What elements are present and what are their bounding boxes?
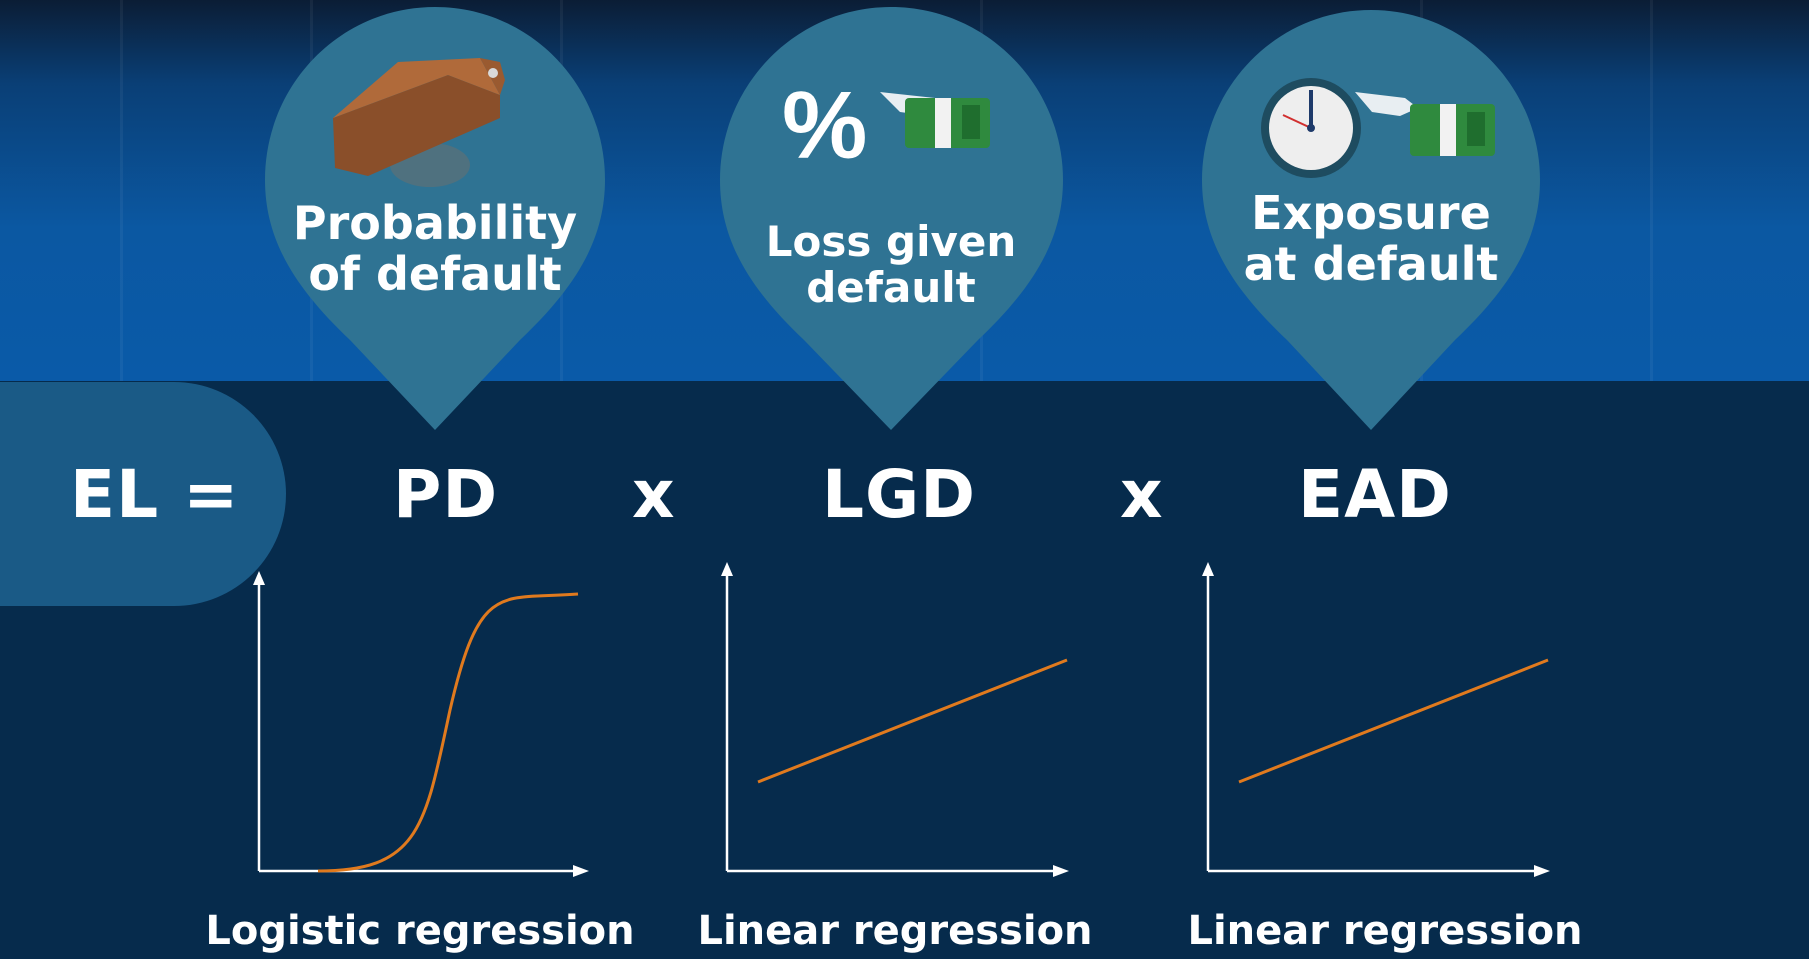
svg-text:%: % xyxy=(782,72,867,179)
pin-label-pd-line-1: Probability xyxy=(292,196,578,250)
term-ead: EAD xyxy=(1298,456,1452,533)
chart-ead-y-arrow xyxy=(1202,562,1214,576)
pin-label-ead-line-1: Exposure xyxy=(1251,186,1491,240)
chart-lgd-line xyxy=(757,658,1068,784)
el-pill xyxy=(0,382,286,606)
chart-lgd xyxy=(721,562,1069,877)
chart-pd-x-arrow xyxy=(573,865,589,877)
pin-label-lgd-line-1: Loss given xyxy=(765,217,1017,266)
term-pd: PD xyxy=(393,456,499,533)
chart-ead xyxy=(1202,562,1550,877)
method-label-pd: Logistic regression xyxy=(205,908,635,954)
chart-ead-x-arrow xyxy=(1534,865,1550,877)
chart-lgd-x-arrow xyxy=(1053,865,1069,877)
times-sign-2: x xyxy=(1120,456,1164,533)
wallet-icon xyxy=(333,58,505,187)
pin-label-ead-line-2: at default xyxy=(1243,236,1499,291)
equation-band xyxy=(0,381,1809,959)
pin-label-lgd: Loss given default xyxy=(741,217,1041,313)
method-label-ead: Linear regression xyxy=(1187,908,1583,954)
term-lgd: LGD xyxy=(822,456,977,533)
chart-lgd-y-arrow xyxy=(721,562,733,576)
method-label-lgd: Linear regression xyxy=(697,908,1093,954)
times-sign-1: x xyxy=(632,456,676,533)
chart-pd-y-arrow xyxy=(253,571,265,585)
chart-pd xyxy=(253,571,589,877)
chart-ead-line xyxy=(1238,658,1549,784)
chart-pd-curve xyxy=(317,592,579,873)
clock-money-icon xyxy=(1261,78,1495,178)
pin-label-pd: Probability of default xyxy=(285,198,585,299)
pin-label-ead: Exposure at default xyxy=(1221,188,1521,289)
pin-label-lgd-line-2: default xyxy=(806,263,976,313)
pin-label-pd-line-2: of default xyxy=(308,246,562,301)
percent-money-icon: % xyxy=(782,72,990,179)
equation-lhs: EL = xyxy=(70,456,240,533)
